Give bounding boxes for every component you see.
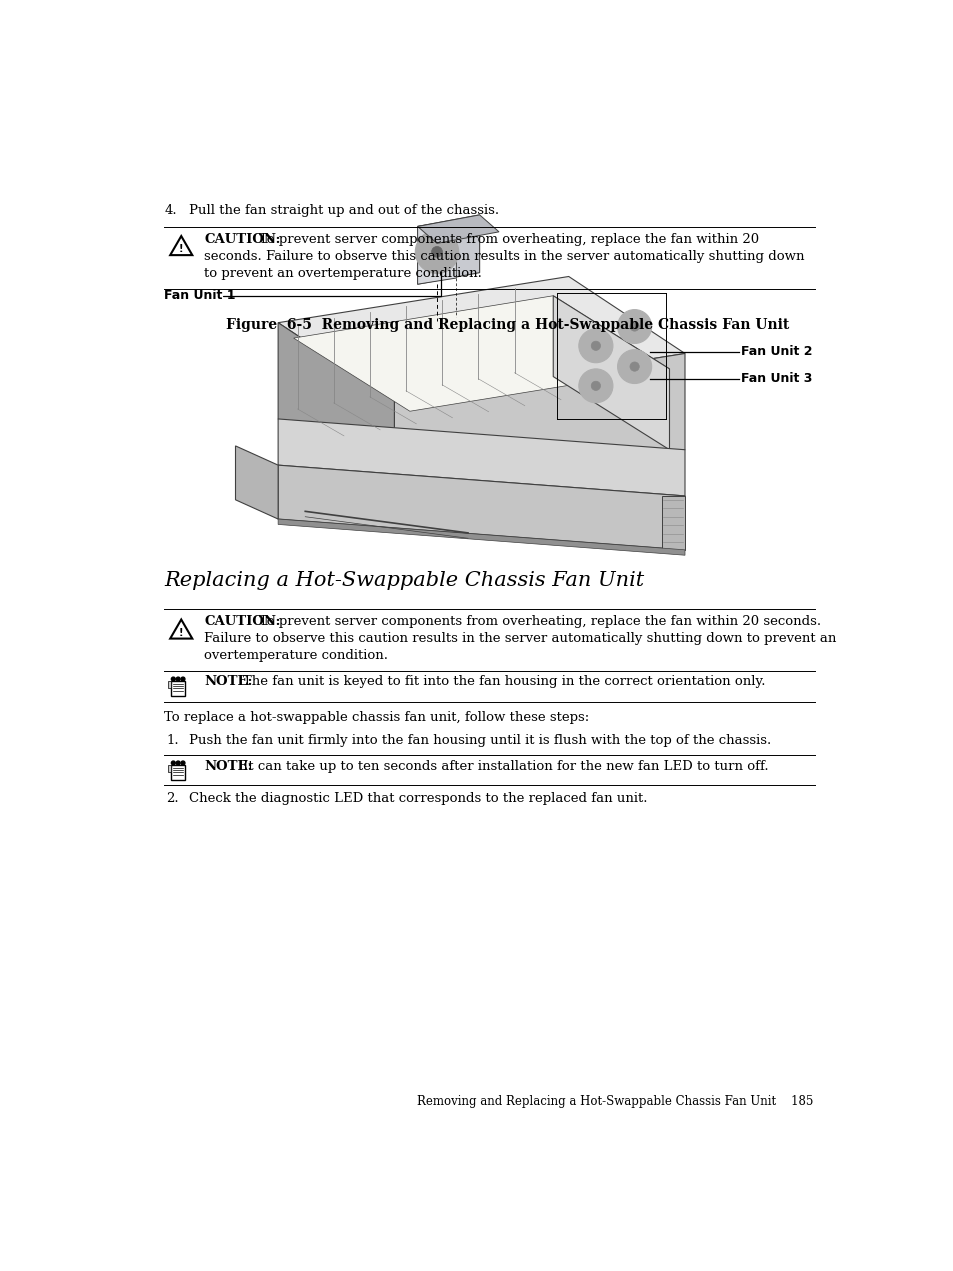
Circle shape [415, 230, 458, 273]
Circle shape [591, 341, 599, 351]
Text: 4.: 4. [164, 205, 176, 217]
Polygon shape [553, 296, 669, 450]
Text: To prevent server components from overheating, replace the fan within 20 seconds: To prevent server components from overhe… [258, 615, 820, 628]
Text: Fan Unit 3: Fan Unit 3 [740, 372, 811, 385]
FancyBboxPatch shape [168, 680, 171, 689]
Polygon shape [278, 277, 684, 399]
Text: Check the diagnostic LED that corresponds to the replaced fan unit.: Check the diagnostic LED that correspond… [189, 792, 647, 806]
Text: to prevent an overtemperature condition.: to prevent an overtemperature condition. [204, 267, 482, 280]
Polygon shape [235, 446, 278, 519]
Text: !: ! [179, 628, 183, 638]
Text: Removing and Replacing a Hot-Swappable Chassis Fan Unit    185: Removing and Replacing a Hot-Swappable C… [416, 1096, 813, 1108]
Circle shape [172, 677, 175, 681]
Circle shape [591, 381, 599, 390]
FancyBboxPatch shape [171, 765, 185, 780]
Text: Replacing a Hot-Swappable Chassis Fan Unit: Replacing a Hot-Swappable Chassis Fan Un… [164, 571, 643, 590]
Text: !: ! [179, 244, 183, 254]
Circle shape [629, 322, 639, 332]
Text: To prevent server components from overheating, replace the fan within 20: To prevent server components from overhe… [258, 234, 758, 247]
Text: The fan unit is keyed to fit into the fan housing in the correct orientation onl: The fan unit is keyed to fit into the fa… [243, 675, 765, 689]
FancyBboxPatch shape [168, 765, 171, 773]
Circle shape [578, 369, 612, 403]
Text: CAUTION:: CAUTION: [204, 615, 281, 628]
Text: Failure to observe this caution results in the server automatically shutting dow: Failure to observe this caution results … [204, 632, 836, 646]
Circle shape [578, 329, 612, 362]
Circle shape [617, 350, 651, 384]
Polygon shape [294, 296, 669, 412]
FancyBboxPatch shape [171, 680, 185, 697]
Text: 1.: 1. [167, 733, 179, 747]
Polygon shape [417, 220, 456, 285]
Text: Figure  6-5  Removing and Replacing a Hot-Swappable Chassis Fan Unit: Figure 6-5 Removing and Replacing a Hot-… [226, 318, 789, 332]
Circle shape [617, 310, 651, 343]
Text: Fan Unit 2: Fan Unit 2 [740, 346, 811, 358]
Polygon shape [394, 353, 684, 496]
Text: NOTE:: NOTE: [204, 760, 253, 773]
Polygon shape [278, 519, 684, 555]
Polygon shape [417, 215, 498, 243]
Circle shape [181, 677, 185, 681]
Text: To replace a hot-swappable chassis fan unit, follow these steps:: To replace a hot-swappable chassis fan u… [164, 710, 589, 723]
Text: 2.: 2. [167, 792, 179, 806]
Polygon shape [278, 465, 684, 550]
Polygon shape [661, 496, 684, 550]
Text: seconds. Failure to observe this caution results in the server automatically shu: seconds. Failure to observe this caution… [204, 250, 804, 263]
Text: Pull the fan straight up and out of the chassis.: Pull the fan straight up and out of the … [189, 205, 498, 217]
Circle shape [181, 761, 185, 765]
Text: It can take up to ten seconds after installation for the new fan LED to turn off: It can take up to ten seconds after inst… [243, 760, 768, 773]
Text: Fan Unit 1: Fan Unit 1 [164, 290, 235, 302]
Circle shape [431, 247, 442, 257]
Text: Push the fan unit firmly into the fan housing until it is flush with the top of : Push the fan unit firmly into the fan ho… [189, 733, 770, 747]
Polygon shape [278, 419, 684, 496]
Polygon shape [417, 215, 479, 285]
Text: overtemperature condition.: overtemperature condition. [204, 649, 388, 662]
Polygon shape [278, 323, 394, 496]
Circle shape [629, 362, 639, 371]
Circle shape [176, 677, 180, 681]
Text: NOTE:: NOTE: [204, 675, 253, 689]
Circle shape [172, 761, 175, 765]
Circle shape [176, 761, 180, 765]
Text: CAUTION:: CAUTION: [204, 234, 281, 247]
